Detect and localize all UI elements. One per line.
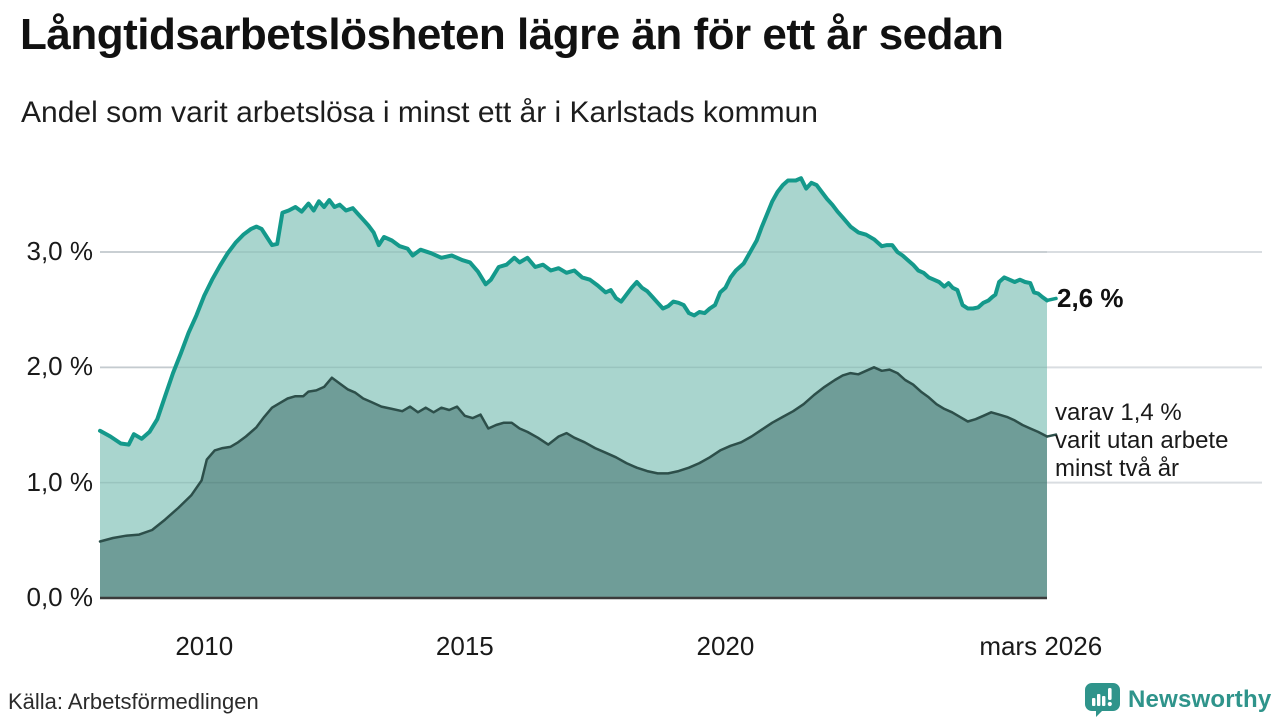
annotation-line-3: minst två år	[1055, 455, 1180, 482]
x-tick-mars-2026: mars 2026	[979, 631, 1103, 661]
area-fill-two-years	[100, 367, 1047, 598]
newsworthy-logo-text: Newsworthy	[1128, 685, 1272, 713]
x-tick-2020: 2020	[696, 631, 755, 661]
y-tick-3,0: 3,0 %	[26, 236, 94, 266]
source-label: Källa: Arbetsförmedlingen	[8, 689, 259, 714]
latest-value-label: 2,6 %	[1057, 283, 1124, 313]
page-title: Långtidsarbetslösheten lägre än för ett …	[20, 10, 1004, 59]
line-two-years	[98, 366, 1049, 543]
y-tick-0,0: 0,0 %	[26, 582, 94, 612]
x-tick-2010: 2010	[175, 631, 234, 661]
y-tick-2,0: 2,0 %	[26, 351, 94, 382]
annotation-line-2: varit utan arbete	[1055, 427, 1229, 454]
chart-subtitle: Andel som varit arbetslösa i minst ett å…	[21, 96, 818, 129]
latest-tick-two-years	[1045, 433, 1058, 438]
annotation-line-1: varav 1,4 %	[1055, 399, 1182, 426]
newsworthy-logo: Newsworthy	[1084, 682, 1271, 717]
y-tick-1,0: 1,0 %	[26, 466, 94, 497]
x-tick-2015: 2015	[435, 631, 494, 661]
line-one-year	[98, 176, 1049, 447]
secondary-series-annotation: varav 1,4 % varit utan arbete minst två …	[1055, 399, 1228, 483]
newsworthy-bubble-barchart-icon	[1084, 682, 1121, 717]
latest-tick-one-year	[1045, 296, 1058, 303]
